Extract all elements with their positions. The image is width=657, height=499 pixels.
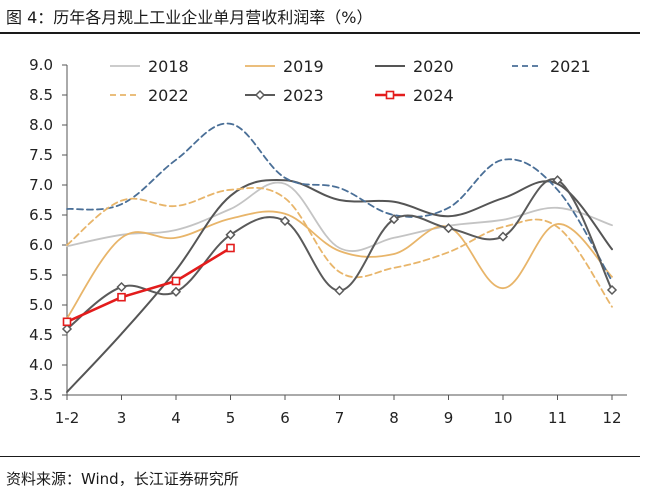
y-tick-label: 6.5	[29, 206, 53, 224]
series-point-2023	[606, 284, 618, 296]
x-tick-label: 12	[602, 409, 621, 427]
legend-label-2022: 2022	[148, 86, 189, 105]
series-point-2023	[61, 323, 73, 335]
y-tick-label: 8.5	[29, 86, 53, 104]
series-line-2023	[66, 178, 613, 330]
series-point-2023	[225, 229, 236, 240]
series-point-2023	[388, 214, 400, 225]
series-point-2023	[443, 223, 454, 234]
x-tick-label: 11	[548, 409, 567, 427]
x-tick-label: 10	[493, 409, 512, 427]
series-line-2020	[66, 178, 613, 393]
series-line-2019	[66, 210, 613, 320]
series-line-2024	[65, 246, 232, 324]
y-tick-label: 8.0	[29, 116, 53, 134]
series-point-2023	[116, 281, 127, 293]
legend-label-2019: 2019	[283, 57, 324, 76]
x-tick-label: 5	[226, 409, 236, 427]
series-point-2023	[552, 175, 563, 186]
legend-label-2020: 2020	[413, 57, 454, 76]
y-tick-label: 3.5	[29, 386, 53, 404]
series-point-2023	[279, 215, 291, 227]
y-tick-label: 5.5	[29, 266, 53, 284]
y-tick-label: 7.0	[29, 176, 53, 194]
figure-title: 图 4：历年各月规上工业企业单月营收利润率（%）	[6, 8, 373, 27]
x-tick-label: 7	[335, 409, 345, 427]
legend-label-2024: 2024	[413, 86, 454, 105]
y-tick-label: 9.0	[29, 56, 53, 74]
series-point-2024	[117, 292, 126, 302]
legend-label-2018: 2018	[148, 57, 189, 76]
source-rule	[0, 456, 640, 457]
series-point-2024	[62, 317, 72, 327]
title-rule	[0, 32, 640, 34]
series-markers	[61, 175, 618, 335]
series-point-2024	[171, 276, 181, 286]
legend-label-2023: 2023	[283, 86, 324, 105]
axes: 3.5 4.0 4.5 5.0 5.5 6.0 6.5 7.0 7.5 8.0 8.5 9.0 1-2 3…	[29, 56, 627, 427]
series-point-2023	[497, 231, 509, 242]
y-tick-label: 4.0	[29, 356, 53, 374]
x-tick-label: 9	[444, 409, 454, 427]
x-tick-label: 3	[117, 409, 127, 427]
y-tick-label: 4.5	[29, 326, 53, 344]
legend-label-2021: 2021	[550, 57, 591, 76]
y-tick-label: 6.0	[29, 236, 53, 254]
series-lines	[65, 122, 613, 393]
legend-marker-2023	[254, 89, 266, 101]
source-note: 资料来源：Wind，长江证券研究所	[6, 470, 239, 488]
series-point-2023	[334, 285, 345, 296]
series-line-2018	[66, 181, 613, 252]
x-tick-label: 8	[389, 409, 399, 427]
y-tick-label: 5.0	[29, 296, 53, 314]
series-line-2021	[66, 122, 613, 282]
y-tick-label: 7.5	[29, 146, 53, 164]
series-point-2023	[170, 286, 182, 297]
series-line-2022	[66, 187, 613, 308]
x-tick-label: 4	[171, 409, 181, 427]
series-point-2024	[226, 243, 235, 253]
x-tick-label: 1-2	[55, 409, 80, 427]
legend-marker-2024	[385, 90, 395, 100]
x-tick-label: 6	[280, 409, 290, 427]
legend: 2018 2019 2020 2021 2022 2023 2024	[110, 57, 591, 105]
